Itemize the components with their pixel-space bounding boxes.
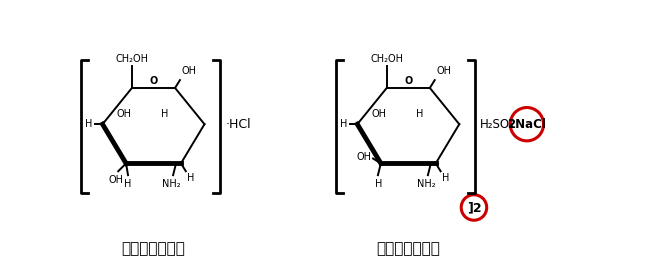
Text: CH₂OH: CH₂OH <box>116 54 148 64</box>
Text: 2NaCl: 2NaCl <box>508 118 546 131</box>
Text: H: H <box>416 109 424 119</box>
Text: 盐酸氨基葡萄糖: 盐酸氨基葡萄糖 <box>122 241 185 256</box>
Text: NH₂: NH₂ <box>162 179 181 189</box>
Text: OH: OH <box>182 66 197 76</box>
Text: OH: OH <box>437 66 452 76</box>
Text: O: O <box>404 76 413 86</box>
Text: OH: OH <box>356 152 371 162</box>
Text: ·HCl: ·HCl <box>226 118 252 131</box>
Text: O: O <box>150 76 157 86</box>
Text: H: H <box>375 179 383 189</box>
Text: H: H <box>340 119 348 129</box>
Text: H: H <box>161 109 169 119</box>
Text: OH: OH <box>109 175 124 185</box>
Text: H: H <box>441 173 449 183</box>
Text: NH₂: NH₂ <box>417 179 436 189</box>
Text: CH₂OH: CH₂OH <box>370 54 403 64</box>
Text: H: H <box>187 173 194 183</box>
Text: OH: OH <box>371 109 386 119</box>
Text: 硫酸氨基葡萄糖: 硫酸氨基葡萄糖 <box>376 241 440 256</box>
Text: H: H <box>85 119 93 129</box>
Text: H₂SO₄: H₂SO₄ <box>480 118 515 131</box>
Text: OH: OH <box>116 109 131 119</box>
Text: H: H <box>124 179 132 189</box>
Text: ]2: ]2 <box>467 201 481 214</box>
